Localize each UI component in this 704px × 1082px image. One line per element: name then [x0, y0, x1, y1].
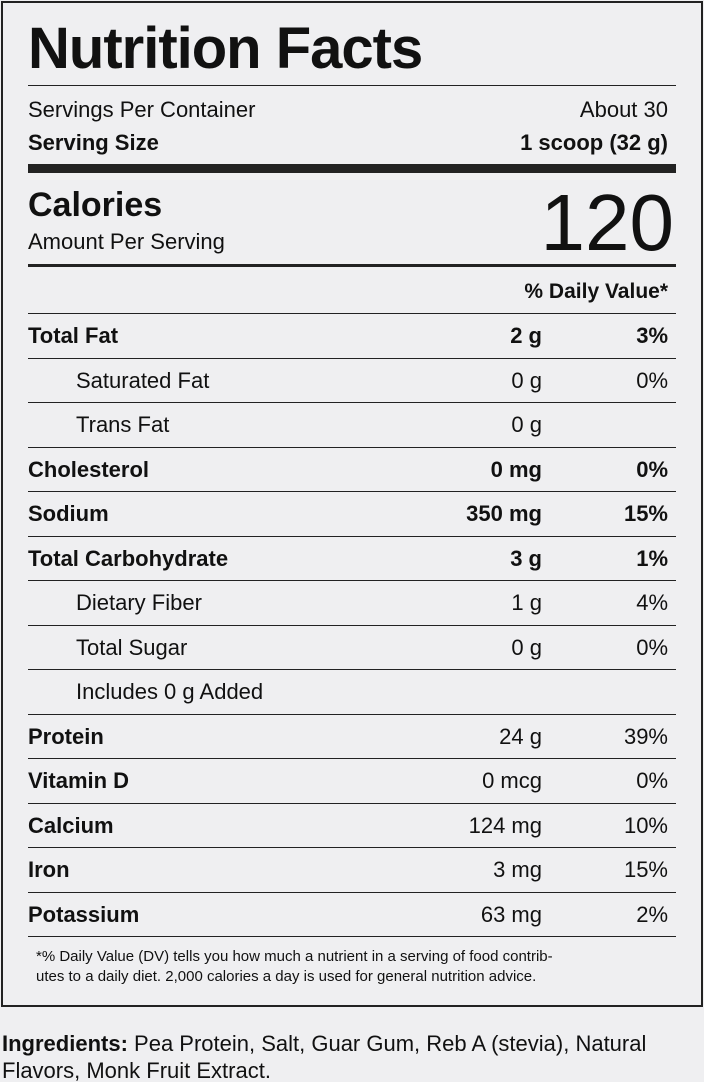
- nutrient-dv: 0%: [636, 367, 668, 393]
- nutrient-name: Potassium: [28, 901, 140, 927]
- nutrient-amount: 1 g: [511, 590, 542, 615]
- nutrient-name: Cholesterol: [28, 456, 150, 482]
- nutrient-name: Iron: [28, 857, 70, 882]
- nutrient-dv: 39%: [623, 723, 668, 749]
- nutrient-dv: 4%: [636, 590, 668, 615]
- rule: [28, 85, 676, 86]
- serving-size-label: Serving Size: [28, 130, 159, 155]
- nutrient-dv: 15%: [623, 857, 668, 882]
- serving-size-value: 1 scoop (32 g): [520, 130, 668, 155]
- row-rule: [28, 802, 676, 804]
- nutrient-dv: 15%: [623, 501, 668, 526]
- nutrient-amount: 2 g: [510, 323, 542, 348]
- row-rule: [28, 669, 676, 670]
- nutrient-amount: 24 g: [499, 723, 542, 749]
- row-rule: [28, 936, 676, 937]
- dv-header: % Daily Value*: [524, 280, 668, 303]
- row-rule: [28, 580, 676, 581]
- nutrient-name: Calcium: [28, 812, 114, 838]
- nutrient-dv: 0%: [636, 768, 668, 793]
- row-rule: [28, 758, 676, 759]
- thick-rule: [28, 164, 676, 173]
- calories-sublabel: Amount Per Serving: [28, 229, 225, 254]
- nutrient-amount: 0 g: [511, 367, 542, 393]
- servings-label: Servings Per Container: [28, 97, 256, 122]
- nutrient-dv: 3%: [636, 323, 668, 348]
- nutrient-amount: 0 g: [511, 412, 542, 437]
- nutrient-amount: 63 mg: [480, 901, 542, 927]
- row-rule: [28, 313, 676, 314]
- nutrient-amount: 3 mg: [493, 857, 542, 882]
- nutrient-name: Saturated Fat: [76, 367, 210, 393]
- nutrient-name: Trans Fat: [76, 412, 170, 437]
- nutrient-amount: 350 mg: [466, 501, 542, 526]
- nutrient-amount: 0 g: [511, 634, 542, 660]
- title: Nutrition Facts: [28, 16, 423, 81]
- nutrient-amount: 0 mcg: [482, 768, 542, 793]
- nutrient-dv: 1%: [636, 545, 668, 571]
- servings-value: About 30: [579, 97, 668, 122]
- label-box: [1, 1, 703, 1007]
- ingredients-text: Pea Protein, Salt, Guar Gum, Reb A (stev…: [2, 1031, 647, 1082]
- nutrient-amount: 3 g: [510, 545, 542, 571]
- row-rule: [28, 535, 676, 537]
- nutrient-name: Total Carbohydrate: [28, 545, 229, 571]
- nutrient-amount: 124 mg: [468, 812, 542, 838]
- row-rule: [28, 446, 676, 448]
- nutrient-name: Dietary Fiber: [76, 590, 202, 615]
- nutrient-name: Includes 0 g Added: [76, 679, 264, 704]
- row-rule: [28, 713, 676, 715]
- nutrient-name: Vitamin D: [28, 768, 130, 793]
- row-rule: [28, 357, 676, 359]
- nutrient-dv: 2%: [636, 901, 668, 927]
- ingredients: Ingredients: Pea Protein, Salt, Guar Gum…: [2, 1030, 702, 1082]
- ingredients-label: Ingredients:: [2, 1031, 128, 1056]
- calories-label: Calories: [28, 186, 163, 224]
- nutrient-name: Total Sugar: [76, 634, 188, 660]
- medium-rule: [28, 264, 676, 267]
- nutrient-dv: 0%: [636, 634, 668, 660]
- footnote-line: *% Daily Value (DV) tells you how much a…: [36, 948, 553, 965]
- row-rule: [28, 891, 676, 893]
- nutrient-name: Protein: [28, 723, 104, 749]
- row-rule: [28, 402, 676, 403]
- nutrient-name: Sodium: [28, 501, 109, 526]
- footnote-line: utes to a daily diet. 2,000 calories a d…: [36, 968, 537, 985]
- row-rule: [28, 847, 676, 848]
- nutrient-name: Total Fat: [28, 323, 119, 348]
- nutrient-dv: 0%: [636, 456, 668, 482]
- row-rule: [28, 491, 676, 492]
- calories-value: 120: [540, 178, 674, 267]
- nutrient-amount: 0 mg: [490, 456, 542, 482]
- nutrient-dv: 10%: [623, 812, 668, 838]
- row-rule: [28, 624, 676, 626]
